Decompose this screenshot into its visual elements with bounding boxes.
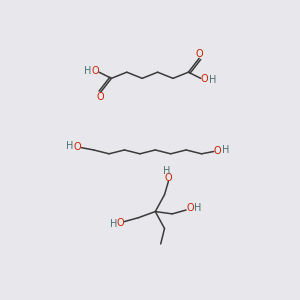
Text: O: O [214,146,221,156]
Text: H: H [110,219,117,229]
Text: H: H [163,166,170,176]
Text: O: O [165,173,172,183]
Text: O: O [74,142,81,152]
Text: H: H [84,66,91,76]
Text: O: O [195,49,203,59]
Text: H: H [222,145,229,155]
Text: H: H [194,203,201,213]
Text: O: O [97,92,104,102]
Text: H: H [208,75,216,85]
Text: O: O [117,218,124,228]
Text: O: O [92,66,99,76]
Text: O: O [186,203,194,214]
Text: O: O [201,74,208,84]
Text: H: H [66,141,74,151]
